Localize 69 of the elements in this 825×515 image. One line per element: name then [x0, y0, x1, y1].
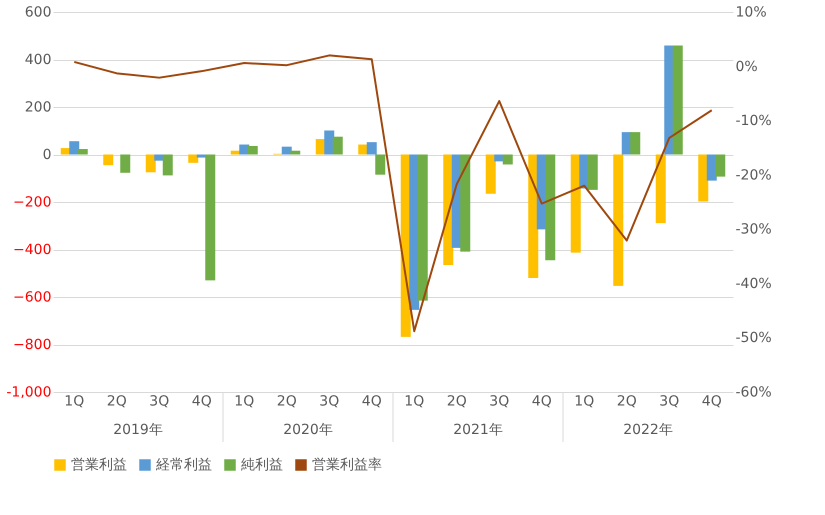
x-tick-label: 3Q	[659, 394, 680, 410]
text: 2019年	[113, 422, 163, 438]
bar	[162, 154, 173, 176]
x-tick-label: 1Q	[404, 394, 424, 410]
legend-label: 営業利益率	[312, 457, 382, 473]
bar	[656, 154, 666, 224]
y-tick-label: 200	[24, 100, 52, 116]
text: 2022年	[623, 422, 673, 438]
bar	[332, 136, 343, 154]
y-tick-label: −200	[13, 194, 52, 210]
y-tick-label: -1,000	[6, 384, 52, 400]
y2-tick-label: -60%	[736, 384, 772, 400]
x-tick-label: 3Q	[489, 394, 510, 410]
y-tick-label: 400	[24, 52, 52, 68]
bar	[282, 146, 292, 154]
bar	[588, 154, 598, 190]
bar	[205, 154, 216, 280]
x-tick-label: 3Q	[149, 394, 170, 410]
x-tick-label: 2Q	[106, 394, 127, 410]
y-tick-label: −600	[13, 290, 52, 306]
line-series	[73, 54, 713, 332]
x-tick-label: 3Q	[319, 394, 340, 410]
legend-label: 経常利益	[155, 457, 212, 473]
legend-label: 純利益	[241, 457, 283, 473]
bar	[248, 146, 258, 154]
bar	[698, 154, 708, 202]
bar	[146, 154, 156, 172]
y2-tick-label: -20%	[736, 167, 772, 184]
x-tick-label: 2Q	[446, 394, 467, 410]
bar	[366, 142, 377, 154]
text: 2021年	[453, 422, 503, 438]
bar	[613, 154, 624, 286]
y2-tick-label: -40%	[736, 276, 772, 292]
y-tick-label: 600	[24, 4, 52, 20]
bar	[188, 154, 198, 163]
x-tick-label: 4Q	[192, 394, 212, 410]
bar	[290, 150, 300, 154]
bar	[502, 154, 513, 164]
y-tick-label: −400	[13, 242, 52, 258]
bar	[672, 45, 683, 154]
bar	[418, 154, 428, 301]
bar	[103, 154, 114, 166]
y-tick-label: −800	[13, 337, 52, 353]
bar	[78, 149, 88, 154]
x-tick-label: 1Q	[64, 394, 84, 410]
bar	[69, 141, 80, 154]
x-tick-label: 4Q	[702, 394, 722, 410]
y2-tick-label: -30%	[736, 222, 772, 238]
legend-label: 営業利益	[71, 457, 127, 473]
bar	[570, 154, 581, 253]
x-tick-label: 1Q	[234, 394, 254, 410]
x-tick-label: 2Q	[616, 394, 637, 410]
y2-tick-label: 10%	[736, 4, 767, 20]
bar	[715, 154, 726, 177]
bar	[120, 154, 130, 173]
x-tick-label: 4Q	[362, 394, 382, 410]
bar	[545, 154, 556, 260]
bar	[375, 154, 386, 175]
y2-tick-label: -50%	[736, 330, 772, 346]
x-tick-label: 2Q	[276, 394, 297, 410]
y2-tick-label: 0%	[736, 58, 758, 75]
bar	[630, 132, 640, 154]
y2-tick-label: -10%	[736, 113, 772, 130]
bar	[460, 154, 470, 252]
text: 2020年	[283, 422, 333, 438]
x-tick-label: 1Q	[574, 394, 594, 410]
bar	[486, 154, 496, 194]
y-tick-label: 0	[42, 147, 52, 163]
x-tick-label: 4Q	[532, 394, 552, 410]
